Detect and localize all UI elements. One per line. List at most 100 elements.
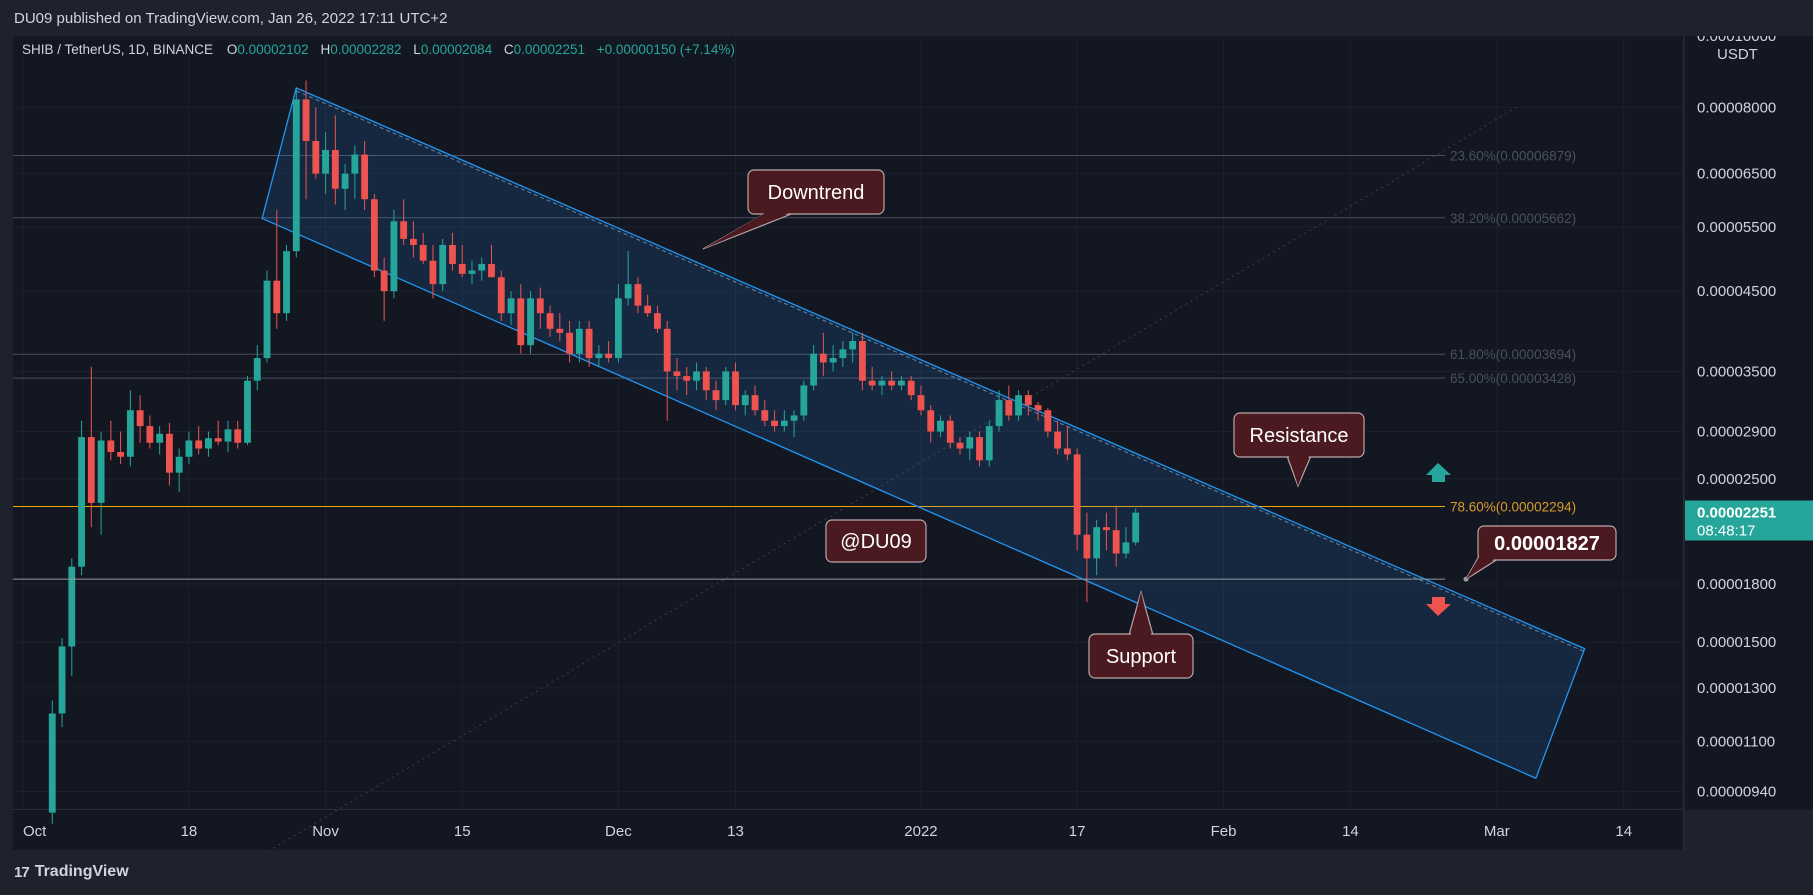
callout-box — [747, 169, 885, 215]
price-tick-label: 0.00008000 — [1697, 99, 1776, 116]
candle-body — [58, 646, 66, 714]
downtrend-channel[interactable] — [261, 87, 1586, 780]
fib-level-label: 78.60%(0.00002294) — [1450, 499, 1576, 514]
candle-body — [97, 440, 105, 503]
time-tick-label: Mar — [1484, 823, 1510, 840]
candle-body — [107, 440, 115, 453]
candle-body — [331, 149, 339, 189]
last-price-tag — [1685, 500, 1813, 541]
arrow-down-icon — [1426, 597, 1451, 616]
tradingview-brand: TradingView — [34, 863, 129, 880]
candle-body — [48, 713, 56, 813]
candle-body — [136, 410, 144, 427]
candle-body — [712, 390, 720, 401]
candle-body — [1005, 400, 1013, 416]
legend-high-label: H — [320, 42, 330, 57]
candle-body — [117, 452, 125, 457]
candle-body — [761, 410, 769, 421]
candle-body — [527, 298, 534, 346]
candle-body — [370, 199, 378, 271]
candle-body — [439, 244, 447, 285]
price-tick-label: 0.00002900 — [1697, 424, 1776, 441]
candle-body — [595, 353, 603, 359]
candle-body — [1083, 534, 1091, 559]
legend-open: 0.00002102 — [237, 42, 308, 57]
price-axis-area[interactable] — [1685, 36, 1813, 810]
price-tick-label: 0.00000940 — [1697, 784, 1776, 801]
legend-low: 0.00002084 — [421, 42, 493, 57]
callout-watermark[interactable]: @DU09 — [825, 519, 927, 563]
candle-body — [732, 371, 739, 406]
last-price-label: 0.00002251 — [1697, 504, 1776, 521]
candle-body — [253, 358, 261, 381]
candle-body — [937, 420, 944, 432]
candle-body — [546, 313, 554, 329]
time-axis-area[interactable] — [13, 810, 1683, 850]
candle-body — [351, 154, 359, 174]
callout-downtrend[interactable]: Downtrend — [702, 169, 885, 250]
candle-body — [927, 410, 935, 432]
tradingview-logo-icon: 17 — [14, 863, 30, 881]
callout-box — [1477, 525, 1617, 561]
price-chart[interactable]: 23.60%(0.00006879) 38.20%(0.00005662) 61.8… — [0, 36, 1813, 851]
price-tick-label: 0.00005500 — [1697, 219, 1776, 236]
tradingview-logo[interactable]: 17 TradingView — [14, 863, 129, 881]
candle-body — [302, 99, 310, 141]
candle-body — [322, 149, 329, 174]
candle-body — [1132, 512, 1140, 543]
fib-trend-line — [267, 106, 1517, 851]
candle-body — [800, 385, 808, 416]
candle-body — [566, 332, 574, 354]
price-unit: USDT — [1717, 46, 1758, 63]
candle-body — [888, 380, 896, 386]
time-tick-label: 2022 — [904, 823, 937, 840]
publish-header: DU09 published on TradingView.com, Jan 2… — [0, 0, 1813, 36]
candle-body — [858, 341, 866, 381]
candle-body — [673, 371, 681, 377]
time-tick-label: Dec — [605, 823, 632, 840]
candle-body — [341, 173, 349, 189]
candle-body — [224, 429, 232, 442]
candle-body — [868, 380, 876, 386]
candle-body — [146, 426, 154, 443]
fib-level-label: 38.20%(0.00005662) — [1450, 211, 1576, 226]
candle-body — [956, 442, 964, 449]
callout-text: Support — [1106, 646, 1176, 668]
candle-body — [87, 437, 95, 503]
candle-body — [624, 284, 632, 299]
candle-body — [1054, 431, 1062, 449]
candle-body — [780, 420, 788, 427]
candle-body — [644, 305, 652, 314]
candle-body — [78, 437, 85, 567]
callout-tail-fill — [1288, 454, 1310, 486]
candle-body — [634, 284, 642, 306]
price-tick-label: 0.00004500 — [1697, 283, 1776, 300]
price-tick-label: 0.00010000 — [1697, 36, 1776, 45]
candle-body — [497, 277, 505, 314]
price-tick-label: 0.00001100 — [1697, 733, 1775, 750]
candle-body — [790, 415, 798, 421]
publisher-text: DU09 published on TradingView.com, Jan 2… — [14, 10, 448, 27]
candle-body — [1034, 405, 1042, 411]
callout-price[interactable]: 0.00001827 — [1465, 525, 1617, 580]
candle-body — [273, 280, 281, 314]
callout-tail-fill — [1466, 554, 1497, 580]
time-tick-label: Nov — [312, 823, 339, 840]
candle-body — [1024, 395, 1032, 406]
candle-body — [400, 221, 408, 239]
candle-body — [1015, 395, 1022, 416]
legend-high: 0.00002282 — [330, 42, 401, 57]
callout-support[interactable]: Support — [1088, 589, 1194, 679]
candle-body — [683, 376, 691, 381]
candle-body — [976, 437, 983, 461]
time-tick-label: 13 — [727, 823, 744, 840]
callout-text: @DU09 — [840, 531, 911, 553]
callouts[interactable]: Downtrend Resistance Support @DU09 0.0000182… — [702, 169, 1617, 679]
candle-body — [829, 358, 837, 363]
price-tick-label: 0.00006500 — [1697, 166, 1776, 183]
price-tick-label: 0.00001500 — [1697, 634, 1776, 651]
candle-body — [849, 341, 857, 350]
candle-body — [156, 433, 164, 443]
price-tick-label: 0.00003500 — [1697, 363, 1776, 380]
callout-resistance[interactable]: Resistance — [1233, 412, 1365, 488]
